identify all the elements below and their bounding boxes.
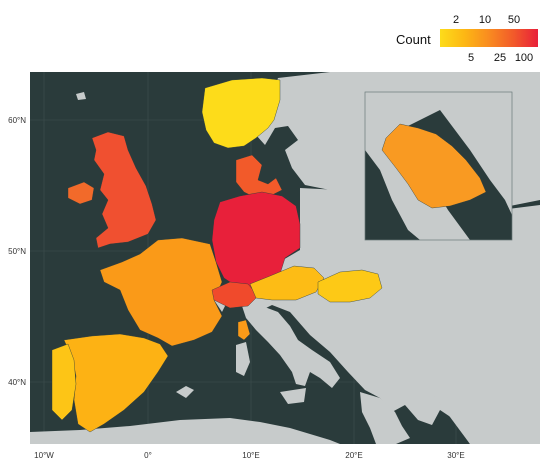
- map-panel: [30, 72, 540, 444]
- legend-label-top: 50: [508, 14, 520, 26]
- x-tick-label: 10°E: [242, 451, 259, 460]
- region-switzerland: [211, 281, 259, 309]
- region-norway: [201, 77, 281, 149]
- legend-label-top: 10: [479, 14, 491, 26]
- y-tick-label: 60°N: [8, 116, 26, 125]
- x-tick-label: 0°: [144, 451, 152, 460]
- legend: Count 2 10 50 5 25 100: [396, 14, 538, 64]
- region-united-kingdom: [91, 131, 157, 249]
- legend-title: Count: [396, 32, 431, 47]
- region-hungary: [317, 269, 383, 303]
- x-tick-label: 30°E: [447, 451, 464, 460]
- legend-label-top: 2: [453, 14, 459, 26]
- y-tick-label: 40°N: [8, 378, 26, 387]
- x-tick-label: 20°E: [345, 451, 362, 460]
- y-tick-label: 50°N: [8, 247, 26, 256]
- countries: [51, 77, 487, 433]
- region-ireland: [67, 181, 95, 205]
- legend-label-bottom: 25: [494, 52, 506, 64]
- axis-labels: 10°W 0° 10°E 20°E 30°E 60°N 50°N 40°N: [8, 116, 465, 460]
- legend-label-bottom: 5: [468, 52, 474, 64]
- region-saudi-arabia: [381, 123, 487, 209]
- region-denmark: [235, 154, 283, 199]
- legend-color-bar: [440, 29, 538, 47]
- x-tick-label: 10°W: [34, 451, 54, 460]
- region-corsica: [237, 319, 251, 341]
- region-france: [99, 237, 223, 347]
- legend-label-bottom: 100: [515, 52, 533, 64]
- region-portugal: [51, 343, 77, 421]
- inset-frame: [364, 91, 513, 241]
